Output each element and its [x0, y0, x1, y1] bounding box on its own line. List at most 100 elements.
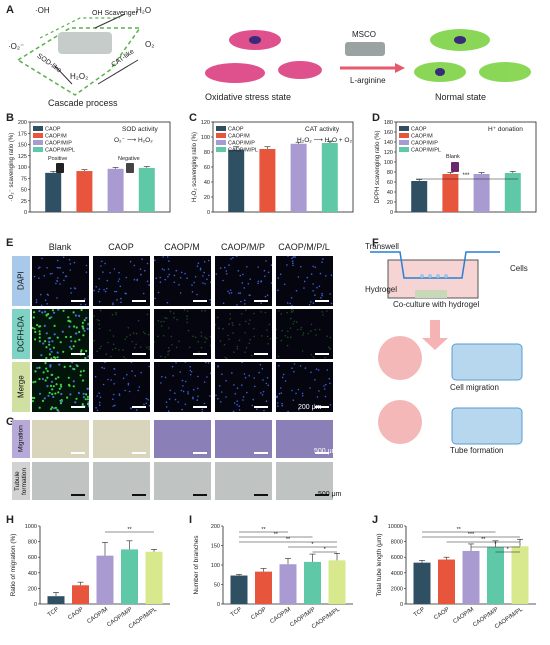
x-tick-label: TCP — [230, 607, 243, 619]
bar — [47, 596, 65, 604]
o2-label: O₂ — [145, 40, 155, 49]
y-tick-label: 6000 — [391, 555, 403, 561]
fluorescence-image — [215, 362, 272, 412]
row-label: DCFH-DA — [12, 309, 30, 359]
y-tick-label: 50 — [21, 188, 27, 194]
y-tick-label: 0 — [400, 602, 403, 608]
bar — [290, 143, 307, 212]
legend-entry: CAOP/M/P — [228, 141, 255, 147]
y-tick-label: 120 — [201, 120, 210, 126]
hydrogel-block — [415, 290, 447, 298]
y-tick-label: 0 — [34, 602, 37, 608]
bar — [107, 168, 124, 212]
x-tick-label: CAOP/M — [452, 607, 475, 625]
row-label: Migration — [12, 420, 30, 458]
y-tick-label: 4000 — [391, 571, 403, 577]
y-axis-label: ·O₂⁻ scavenging ratio (%) — [9, 133, 15, 202]
legend-swatch — [33, 140, 43, 145]
x-tick-label: CAOP/M — [86, 607, 109, 625]
y-tick-label: 200 — [18, 120, 27, 126]
oh-scavenger-label: OH Scavenger — [92, 10, 138, 17]
y-tick-label: 75 — [21, 176, 27, 182]
y-tick-label: 0 — [390, 210, 393, 216]
tube-dish-icon — [378, 400, 422, 444]
bar — [462, 550, 480, 604]
legend-entry: CAOP/M — [45, 134, 67, 140]
sig-label: ** — [481, 537, 486, 543]
column-header: CAOP/M — [164, 242, 200, 252]
y-tick-label: 150 — [18, 143, 27, 149]
scale-bar-label-g1: 500 μm — [314, 448, 338, 455]
l-arginine-label: L-arginine — [350, 76, 386, 85]
tube-formation-label: Tube formation — [450, 446, 504, 455]
inset-equation: O₂⁻ ⟶ H₂O₂ — [114, 137, 153, 144]
hydrogel-label: Hydrogel — [365, 285, 398, 294]
y-tick-label: 1000 — [25, 524, 37, 530]
bar — [279, 564, 297, 604]
vial-icon — [56, 163, 64, 173]
bar — [442, 174, 459, 212]
sig-label: ** — [261, 527, 266, 533]
x-tick-label: CAOP/M/PL — [311, 606, 342, 630]
panel-label-h: H — [6, 514, 14, 526]
bar — [328, 560, 346, 604]
panel-label-d: D — [372, 112, 380, 124]
negative-label: Negative — [118, 156, 140, 162]
fluorescence-image — [276, 309, 333, 359]
sig-label: * — [507, 547, 510, 553]
y-tick-label: 60 — [204, 165, 210, 171]
well-plate-icon-2 — [451, 407, 523, 445]
sig-label: *** — [462, 173, 470, 179]
y-tick-label: 200 — [211, 524, 220, 530]
fluorescence-image — [276, 362, 333, 412]
plot-frame — [395, 121, 537, 213]
bar — [487, 547, 504, 604]
column-header: CAOP — [108, 242, 134, 252]
bar — [145, 551, 163, 604]
migration-image — [32, 420, 89, 458]
nanozyme-icon — [58, 32, 112, 54]
y-tick-label: 20 — [204, 195, 210, 201]
oh-label: ·OH — [35, 6, 50, 15]
legend-entry: CAOP — [411, 127, 427, 133]
panel-label-g: G — [6, 416, 15, 428]
legend-swatch — [399, 126, 409, 131]
bar — [255, 571, 272, 604]
fluorescence-image — [154, 256, 211, 306]
migration-image — [276, 420, 333, 458]
transwell-label: Transwell — [365, 242, 399, 251]
cell-migration-label: Cell migration — [450, 383, 499, 392]
chart-J: 0 2000 4000 6000 8000 10000 Total tube length … — [376, 524, 536, 630]
fluorescence-image — [93, 362, 150, 412]
y-axis-label: DPPH scavenging ratio (%) — [375, 130, 381, 203]
blank-label: Blank — [446, 154, 460, 160]
fluorescence-image — [215, 256, 272, 306]
panel-label-i: I — [189, 514, 193, 526]
panel-label-f: F — [372, 237, 379, 249]
legend-entry: CAOP/M — [411, 134, 433, 140]
migration-image — [215, 420, 272, 458]
x-tick-label: TCP — [413, 607, 426, 619]
chart-H: 0 200 400 600 800 1000 Ratio of migration (%) T… — [10, 524, 170, 630]
y-tick-label: 100 — [211, 563, 220, 569]
tube-image — [154, 462, 211, 500]
y-tick-label: 140 — [384, 140, 393, 146]
sig-label: ** — [274, 532, 279, 538]
well-plate-icon — [451, 343, 523, 381]
y-tick-label: 400 — [28, 571, 37, 577]
fluorescence-image — [154, 362, 211, 412]
sig-label: * — [311, 542, 314, 548]
scale-bar-label-e: 200 μm — [298, 404, 322, 411]
x-tick-label: CAOP/M/PL — [128, 606, 159, 630]
legend-entry: CAOP — [228, 127, 244, 133]
row-label: Tubule formation — [12, 462, 30, 500]
y-tick-label: 0 — [217, 602, 220, 608]
tube-image — [93, 462, 150, 500]
coculture-label: Co-culture with hydrogel — [393, 300, 480, 309]
bar — [76, 171, 93, 212]
